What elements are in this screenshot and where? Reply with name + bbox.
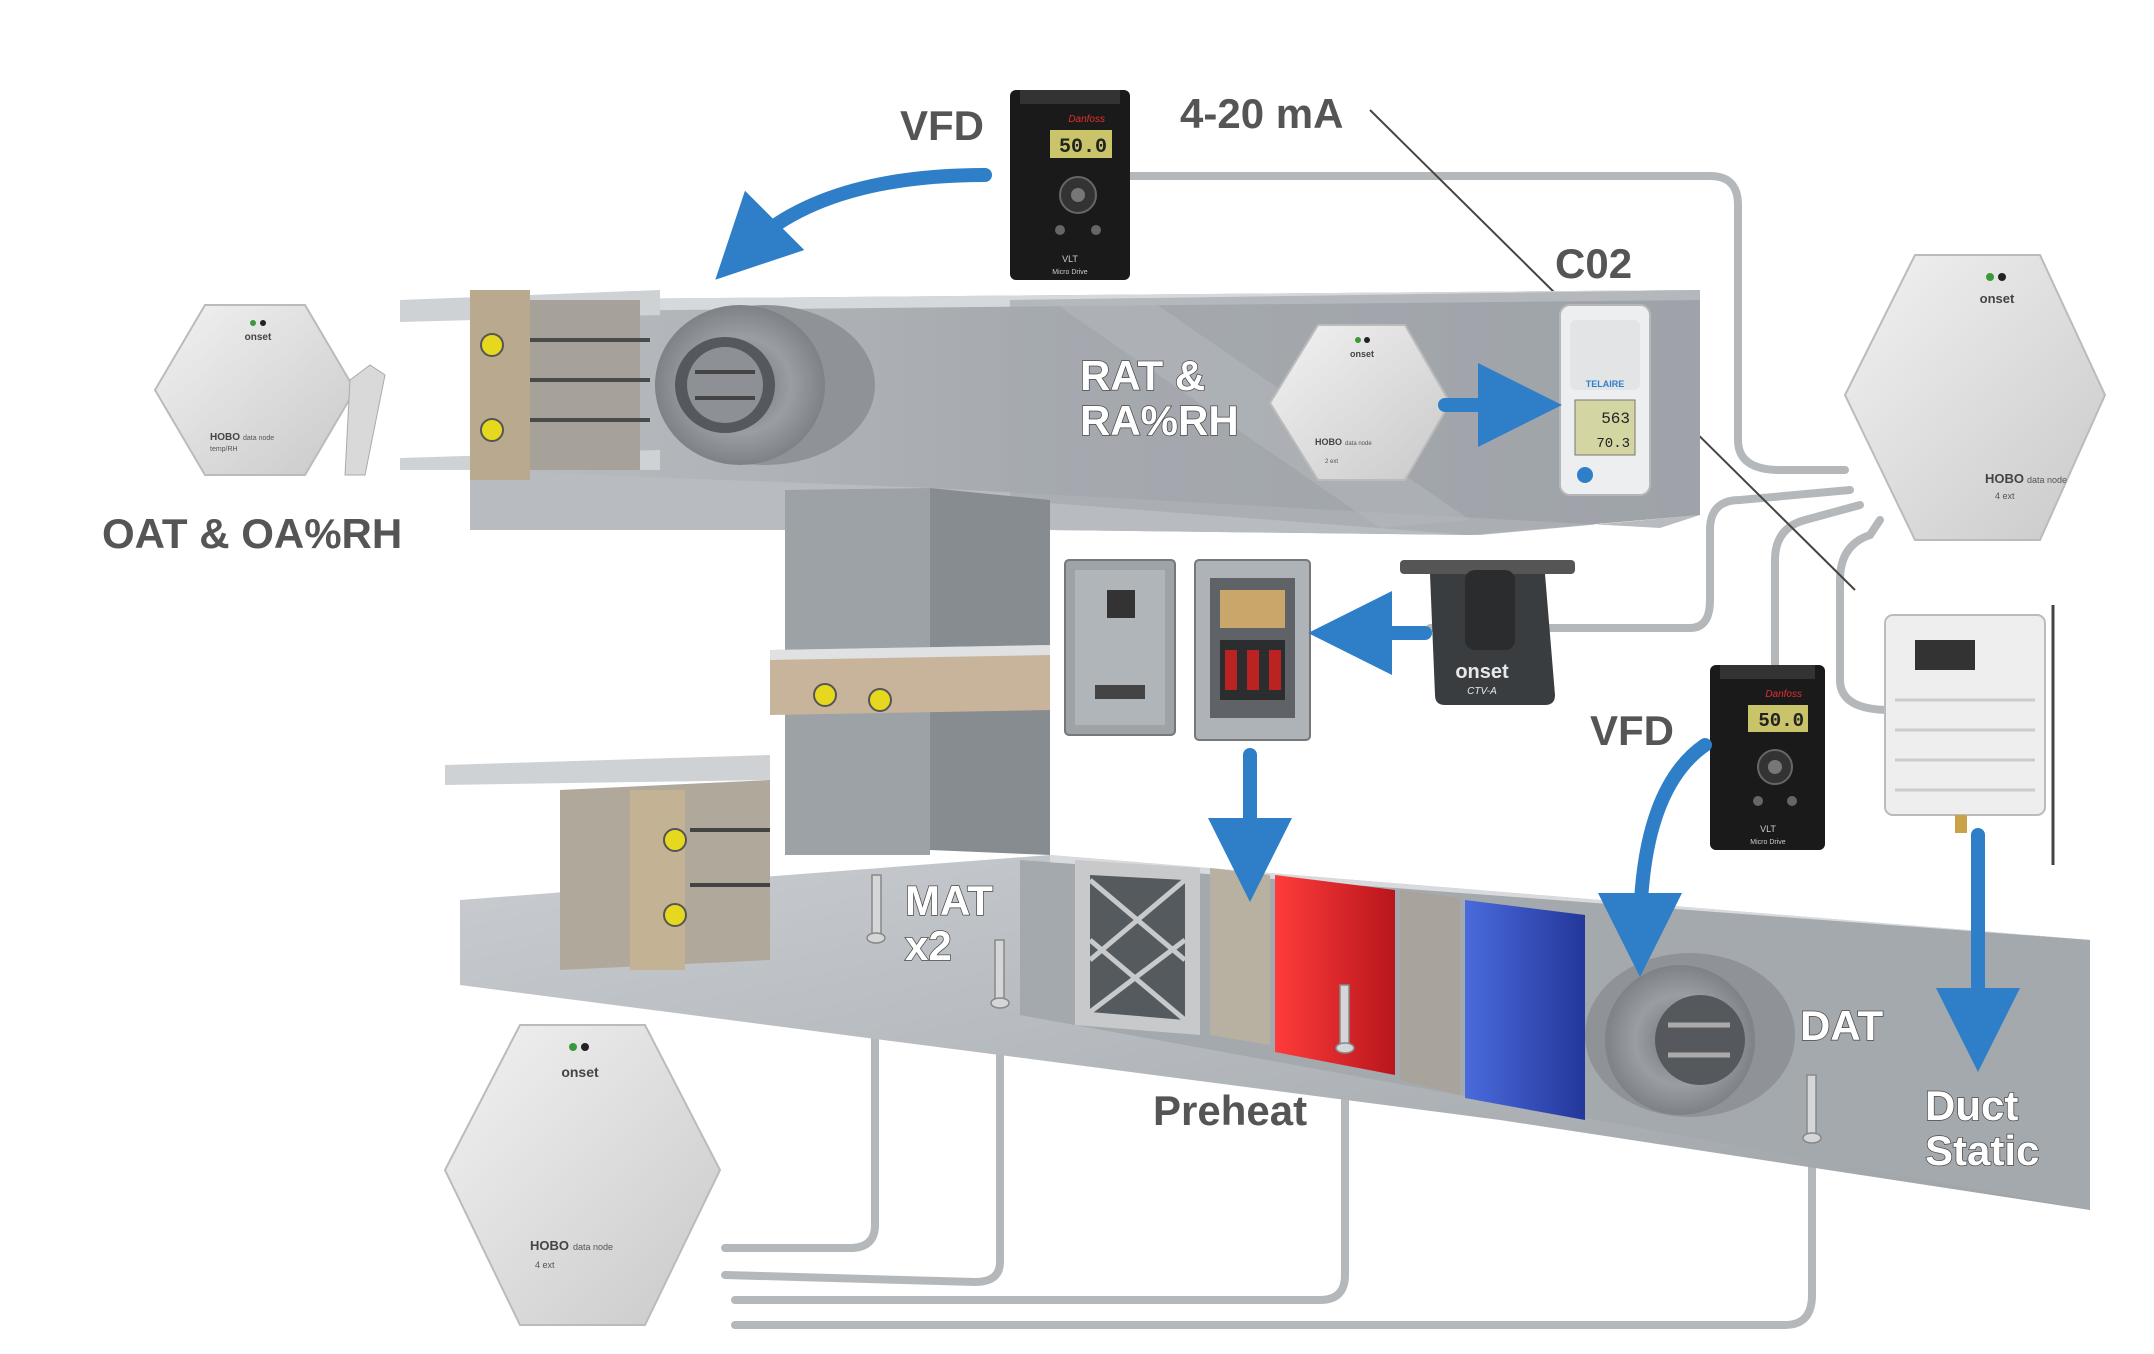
return-fan — [655, 305, 875, 465]
label-mat-line1: MAT — [905, 877, 993, 924]
co2-reading1: 563 — [1601, 410, 1630, 428]
hobo-right-type: 4 ext — [1995, 491, 2015, 501]
cooling-coil — [1400, 890, 1585, 1120]
hobo-bottom-name: HOBO — [530, 1238, 569, 1253]
arrow-vfd-to-return-fan — [715, 168, 992, 280]
cable-mat-1 — [721, 976, 879, 1252]
label-rat-line1: RAT & — [1080, 352, 1205, 399]
hobo-right-sub: data node — [2027, 475, 2067, 485]
hobo-rat-name: HOBO — [1315, 437, 1342, 447]
vfd-bottom-display: 50.0 — [1758, 710, 1804, 732]
hobo-oat-name: HOBO — [210, 432, 240, 443]
hobo-oat-sub: data node — [243, 435, 274, 442]
ct-brand: onset — [1455, 661, 1509, 683]
vfd-bottom-device: 50.0 Danfoss VLT Micro Drive — [1710, 665, 1825, 850]
label-vfd-top: VFD — [900, 102, 984, 149]
dat-probe — [1806, 1074, 1817, 1136]
vfd-top-device: 50.0 Danfoss VLT Micro Drive — [1010, 90, 1130, 280]
co2-sensor-device: TELAIRE 563 70.3 — [1559, 304, 1651, 496]
filter — [1075, 860, 1200, 1035]
hobo-rat-sub: data node — [1345, 441, 1372, 447]
label-duct-line2: Static — [1925, 1127, 2039, 1174]
label-rat-line2: RA%RH — [1080, 397, 1239, 444]
hobo-bottom-type: 4 ext — [535, 1260, 555, 1270]
hobo-oat-brand: onset — [245, 332, 272, 343]
cable-vfd-bottom — [1771, 501, 1864, 684]
vfd-bottom-sub: Micro Drive — [1750, 839, 1785, 846]
cable-preheat — [731, 1036, 1349, 1304]
hobo-bottom-device: onset HOBO data node 4 ext — [443, 1024, 722, 1326]
flow-arrows — [715, 168, 2020, 1072]
vfd-top-sub: Micro Drive — [1052, 269, 1087, 276]
damper-upper — [400, 290, 660, 480]
mat-probe-1 — [871, 874, 882, 936]
hobo-bottom-sub: data node — [573, 1242, 613, 1252]
label-preheat: Preheat — [1153, 1087, 1307, 1134]
hobo-rat-brand: onset — [1350, 349, 1374, 359]
preheat-coil — [1210, 868, 1395, 1075]
label-mat-line2: x2 — [905, 922, 952, 969]
ct-sensor-device: onset CTV-A — [1400, 560, 1575, 705]
cable-ct — [1426, 486, 1854, 632]
cables — [721, 172, 1894, 1329]
label-vfd-bottom: VFD — [1590, 707, 1674, 754]
duct-static-device — [1884, 605, 2055, 865]
hobo-rat-type: 2 ext — [1325, 459, 1338, 465]
vfd-top-model: VLT — [1062, 254, 1078, 264]
preheat-probe — [1339, 984, 1350, 1046]
ct-model: CTV-A — [1467, 686, 1497, 697]
label-dat: DAT — [1800, 1002, 1884, 1049]
label-duct-line1: Duct — [1925, 1082, 2018, 1129]
arrow-vfd-to-supply-fan — [1598, 738, 1712, 977]
temperature-probes — [866, 874, 1822, 1144]
hobo-oat-type: temp/RH — [210, 446, 238, 453]
motor-starter-device — [1064, 559, 1311, 741]
cable-vfd-top — [1126, 172, 1849, 474]
label-signal: 4-20 mA — [1180, 90, 1343, 137]
label-oat: OAT & OA%RH — [102, 510, 402, 557]
hobo-right-name: HOBO — [1985, 471, 2024, 486]
hobo-bottom-brand: onset — [561, 1064, 599, 1080]
cable-duct-static — [1836, 516, 1894, 714]
vfd-bottom-brand: Danfoss — [1765, 689, 1802, 700]
vfd-top-brand: Danfoss — [1068, 114, 1105, 125]
co2-brand: TELAIRE — [1586, 379, 1625, 389]
mat-probe-2 — [994, 939, 1005, 1001]
hobo-oat-device: onset HOBO data node temp/RH — [153, 304, 386, 476]
hobo-right-device: onset HOBO data node 4 ext — [1843, 254, 2107, 541]
hobo-right-brand: onset — [1980, 291, 2015, 306]
co2-reading2: 70.3 — [1596, 436, 1630, 452]
vfd-bottom-model: VLT — [1760, 824, 1776, 834]
cable-dat — [731, 1141, 1816, 1329]
hobo-rat-device: onset HOBO data node 2 ext — [1268, 324, 1452, 481]
label-co2: C02 — [1555, 240, 1632, 287]
vfd-top-display: 50.0 — [1059, 136, 1107, 159]
mixing-damper — [770, 645, 1050, 715]
supply-fan — [1585, 953, 1795, 1117]
cable-mat-2 — [721, 1001, 1004, 1287]
